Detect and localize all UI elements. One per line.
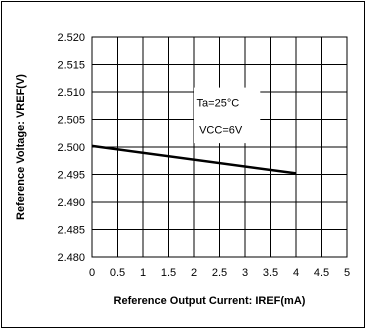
- y-tick-label: 2.500: [57, 142, 85, 154]
- x-tick-label: 1: [140, 267, 146, 279]
- x-tick-label: 2: [191, 267, 197, 279]
- y-tick-label: 2.480: [57, 252, 85, 264]
- x-tick-label: 3.5: [263, 267, 278, 279]
- annotation-box: Ta=25°C VCC=6V: [194, 87, 261, 144]
- y-tick-label: 2.520: [57, 32, 85, 44]
- y-tick-label: 2.510: [57, 87, 85, 99]
- annotation-background: [194, 87, 261, 144]
- x-tick-label: 0: [89, 267, 95, 279]
- x-tick-label: 1.5: [161, 267, 176, 279]
- grid: [92, 37, 347, 257]
- y-tick-label: 2.505: [57, 115, 85, 127]
- y-tick-label: 2.515: [57, 60, 85, 72]
- annotation-vcc: VCC=6V: [199, 124, 243, 136]
- x-tick-label: 0.5: [110, 267, 125, 279]
- x-tick-labels: 0 0.5 1 1.5 2 2.5 3 3.5 4 4.5 5: [89, 267, 350, 279]
- annotation-temperature: Ta=25°C: [197, 97, 240, 109]
- y-tick-label: 2.495: [57, 170, 85, 182]
- x-tick-label: 4: [293, 267, 299, 279]
- chart-frame: Ta=25°C VCC=6V 2.480 2.485 2.490 2.495 2.500…: [1, 1, 365, 328]
- y-tick-label: 2.485: [57, 225, 85, 237]
- x-tick-label: 3: [242, 267, 248, 279]
- x-axis-label: Reference Output Current: IREF(mA): [114, 295, 306, 307]
- y-tick-label: 2.490: [57, 197, 85, 209]
- plot-area-border: [91, 36, 348, 258]
- chart: Ta=25°C VCC=6V 2.4802.4852.4902.4952.500…: [15, 32, 350, 307]
- x-tick-label: 5: [344, 267, 350, 279]
- y-tick-labels: 2.480 2.485 2.490 2.495 2.500 2.505 2.510 2.515…: [57, 32, 85, 264]
- x-tick-label: 4.5: [314, 267, 329, 279]
- series: [91, 144, 297, 175]
- y-axis-label: Reference Voltage: VREF(V): [15, 74, 27, 220]
- x-tick-label: 2.5: [212, 267, 227, 279]
- series-line: [91, 144, 297, 175]
